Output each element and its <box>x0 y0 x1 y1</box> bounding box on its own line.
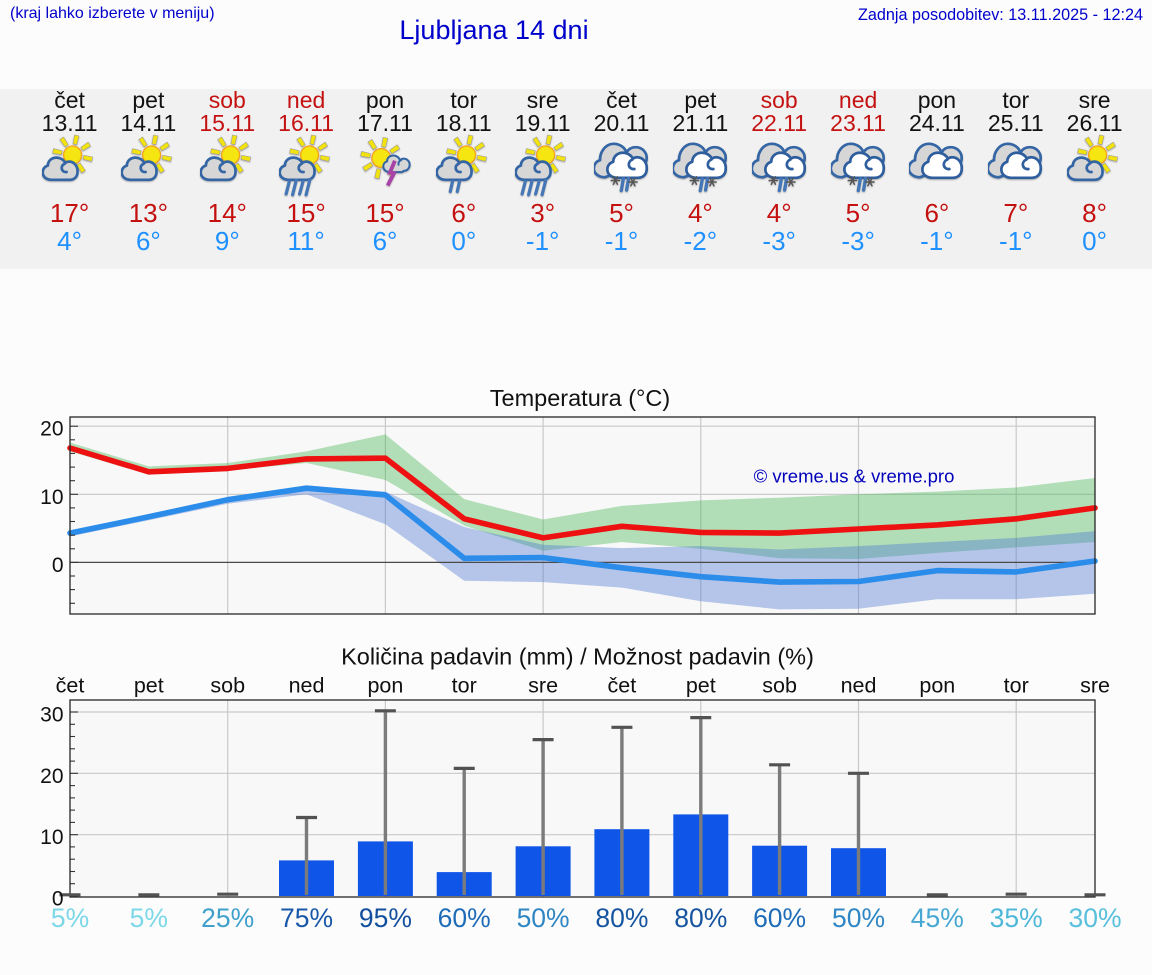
svg-text:ned: ned <box>289 674 325 698</box>
svg-text:Količina padavin (mm) / Možnos: Količina padavin (mm) / Možnost padavin … <box>341 644 814 670</box>
svg-text:sre: sre <box>528 674 558 698</box>
svg-text:0: 0 <box>52 888 64 911</box>
svg-text:0: 0 <box>52 554 64 577</box>
svg-text:pet: pet <box>134 674 164 698</box>
svg-text:čet: čet <box>608 674 637 698</box>
svg-text:sob: sob <box>762 674 797 698</box>
svg-text:© vreme.us & vreme.pro: © vreme.us & vreme.pro <box>754 466 955 487</box>
svg-text:75%: 75% <box>280 903 333 933</box>
svg-text:45%: 45% <box>911 903 964 933</box>
svg-text:50%: 50% <box>517 903 570 933</box>
svg-text:5%: 5% <box>130 903 168 933</box>
svg-text:30: 30 <box>40 704 63 727</box>
svg-text:50%: 50% <box>832 903 885 933</box>
svg-text:95%: 95% <box>359 903 412 933</box>
svg-text:60%: 60% <box>753 903 806 933</box>
svg-text:60%: 60% <box>438 903 491 933</box>
svg-text:sob: sob <box>210 674 245 698</box>
svg-text:Temperatura (°C): Temperatura (°C) <box>490 385 670 411</box>
svg-text:pon: pon <box>919 674 955 698</box>
svg-text:tor: tor <box>452 674 477 698</box>
svg-text:5%: 5% <box>51 903 89 933</box>
svg-text:10: 10 <box>40 486 63 509</box>
svg-text:30%: 30% <box>1068 903 1121 933</box>
svg-text:čet: čet <box>56 674 85 698</box>
svg-text:10: 10 <box>40 826 63 849</box>
svg-text:25%: 25% <box>201 903 254 933</box>
svg-text:20: 20 <box>40 418 63 441</box>
svg-text:pet: pet <box>686 674 716 698</box>
svg-text:sre: sre <box>1080 674 1110 698</box>
svg-text:20: 20 <box>40 765 63 788</box>
svg-text:35%: 35% <box>990 903 1043 933</box>
svg-text:pon: pon <box>367 674 403 698</box>
svg-text:80%: 80% <box>674 903 727 933</box>
svg-text:80%: 80% <box>595 903 648 933</box>
svg-text:tor: tor <box>1004 674 1029 698</box>
svg-text:ned: ned <box>841 674 877 698</box>
